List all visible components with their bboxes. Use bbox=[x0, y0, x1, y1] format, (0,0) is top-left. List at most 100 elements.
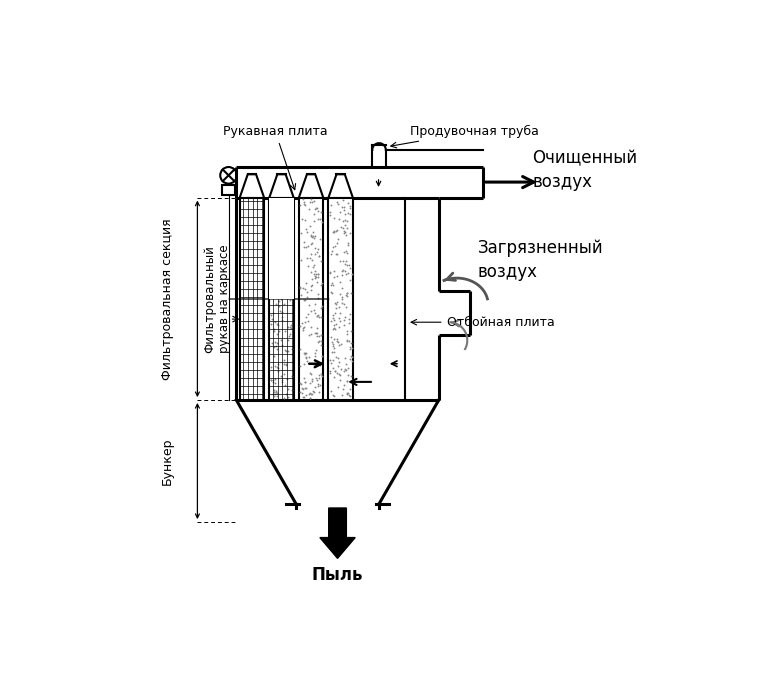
Point bbox=[334, 369, 346, 380]
Point bbox=[343, 390, 355, 400]
Point bbox=[273, 326, 285, 336]
Point bbox=[326, 341, 339, 352]
Point bbox=[316, 351, 328, 362]
Point bbox=[305, 306, 317, 317]
Point bbox=[326, 242, 339, 253]
Point bbox=[296, 382, 308, 393]
Point bbox=[309, 328, 321, 338]
Point bbox=[275, 371, 287, 381]
Point bbox=[341, 290, 353, 301]
Point bbox=[286, 284, 298, 295]
Point bbox=[328, 319, 340, 330]
Point bbox=[294, 379, 306, 390]
Point bbox=[266, 338, 279, 348]
Bar bbox=[270, 197, 293, 400]
Point bbox=[300, 351, 313, 362]
Point bbox=[331, 367, 343, 378]
Point bbox=[338, 201, 350, 212]
Point bbox=[276, 211, 289, 222]
Point bbox=[278, 284, 290, 295]
Point bbox=[337, 315, 350, 326]
Point bbox=[343, 267, 355, 278]
Point bbox=[307, 387, 320, 398]
Point bbox=[326, 278, 339, 288]
Point bbox=[344, 338, 357, 348]
Point bbox=[325, 200, 337, 210]
Point bbox=[265, 264, 277, 275]
Point bbox=[330, 319, 343, 330]
Point bbox=[336, 215, 349, 226]
Point bbox=[310, 360, 322, 371]
Point bbox=[303, 260, 315, 271]
Point bbox=[306, 376, 318, 387]
Point bbox=[340, 230, 352, 241]
Bar bbox=[329, 197, 353, 400]
Point bbox=[312, 310, 324, 321]
Point bbox=[331, 196, 343, 207]
Point bbox=[299, 377, 311, 388]
Point bbox=[280, 345, 293, 356]
Point bbox=[310, 372, 322, 383]
Point bbox=[302, 315, 314, 326]
Point bbox=[340, 376, 353, 387]
Point bbox=[277, 218, 290, 228]
Point bbox=[303, 377, 316, 388]
Point bbox=[308, 242, 320, 253]
Point bbox=[303, 204, 315, 215]
Point bbox=[302, 241, 314, 251]
Point bbox=[266, 374, 279, 385]
Point bbox=[337, 227, 350, 238]
Point bbox=[273, 205, 285, 216]
Point bbox=[313, 312, 325, 323]
Point bbox=[278, 282, 290, 293]
Point bbox=[281, 291, 293, 302]
Point bbox=[333, 312, 345, 323]
Point bbox=[273, 363, 285, 373]
Point bbox=[299, 317, 311, 328]
Point bbox=[303, 392, 316, 403]
Point bbox=[305, 321, 317, 332]
Point bbox=[300, 390, 312, 401]
Point bbox=[266, 244, 279, 255]
Point bbox=[276, 315, 288, 326]
Point bbox=[296, 214, 309, 224]
Point bbox=[306, 389, 318, 400]
Point bbox=[336, 384, 349, 394]
Point bbox=[268, 342, 280, 353]
Point bbox=[279, 379, 291, 390]
Point bbox=[285, 278, 297, 289]
Point bbox=[324, 366, 336, 377]
Point bbox=[340, 290, 352, 301]
Point bbox=[336, 255, 349, 266]
Point bbox=[274, 216, 286, 226]
Text: Отбойная плита: Отбойная плита bbox=[411, 315, 554, 329]
Point bbox=[331, 297, 343, 307]
Point bbox=[300, 356, 313, 367]
Point bbox=[340, 269, 353, 280]
Point bbox=[300, 382, 312, 393]
Point bbox=[270, 388, 283, 398]
Point bbox=[330, 351, 343, 362]
Point bbox=[343, 344, 356, 355]
Point bbox=[310, 204, 322, 214]
Point bbox=[308, 304, 320, 315]
Point bbox=[271, 266, 283, 277]
Point bbox=[284, 321, 296, 332]
Point bbox=[343, 317, 355, 328]
Point bbox=[344, 274, 357, 285]
Point bbox=[312, 336, 324, 347]
Point bbox=[267, 231, 280, 242]
Point bbox=[266, 254, 278, 265]
Point bbox=[303, 388, 316, 399]
Point bbox=[328, 346, 340, 357]
Point bbox=[298, 348, 310, 359]
Point bbox=[313, 336, 325, 346]
Point bbox=[346, 375, 358, 386]
Point bbox=[272, 358, 284, 369]
Point bbox=[280, 282, 293, 293]
Point bbox=[297, 193, 310, 204]
Point bbox=[334, 256, 346, 267]
Point bbox=[281, 334, 293, 345]
Point bbox=[308, 233, 320, 244]
Point bbox=[309, 249, 321, 259]
